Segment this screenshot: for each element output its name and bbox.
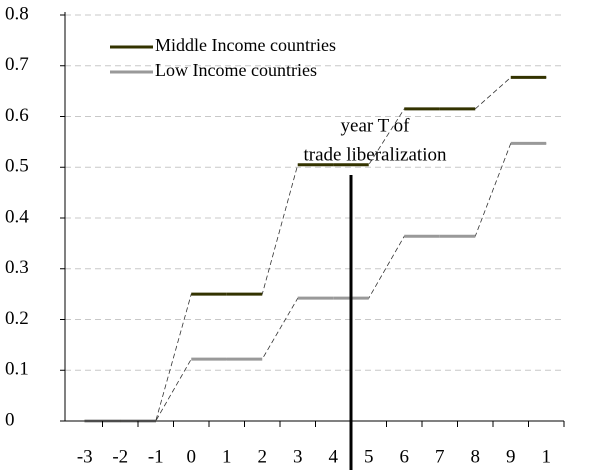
x-tick-label: 8 [471, 446, 481, 467]
x-tick-label: 6 [400, 446, 410, 467]
x-tick-label: 7 [435, 446, 445, 467]
y-tick-label: 0.7 [5, 54, 29, 75]
x-tick-label: 1 [222, 446, 232, 467]
y-tick-label: 0.5 [5, 156, 29, 177]
x-tick-label: 1 [542, 446, 552, 467]
x-tick-label: -3 [77, 446, 93, 467]
series-connector [84, 142, 547, 422]
legend-label: Low Income countries [155, 60, 317, 80]
y-tick-label: 0.2 [5, 308, 29, 329]
legend-label: Middle Income countries [155, 35, 336, 55]
y-tick-label: 0.6 [5, 105, 29, 126]
x-tick-label: 0 [187, 446, 197, 467]
x-tick-label: 5 [364, 446, 374, 467]
x-tick-label: 3 [293, 446, 303, 467]
y-tick-label: 0.8 [5, 3, 29, 24]
x-tick-label: 2 [258, 446, 268, 467]
x-tick-label: -2 [112, 446, 128, 467]
y-tick-label: 0.3 [5, 257, 29, 278]
grid [65, 14, 564, 371]
y-tick-label: 0 [5, 409, 15, 430]
y-tick-label: 0.1 [5, 359, 29, 380]
annotation: trade liberalization [304, 144, 447, 165]
plot [84, 75, 547, 423]
x-tick-label: 4 [329, 446, 339, 467]
y-tick-label: 0.4 [5, 206, 29, 227]
series-connector [84, 77, 547, 422]
annotation: year T of [341, 115, 411, 136]
x-tick-label: 9 [506, 446, 516, 467]
x-tick-label: -1 [148, 446, 164, 467]
